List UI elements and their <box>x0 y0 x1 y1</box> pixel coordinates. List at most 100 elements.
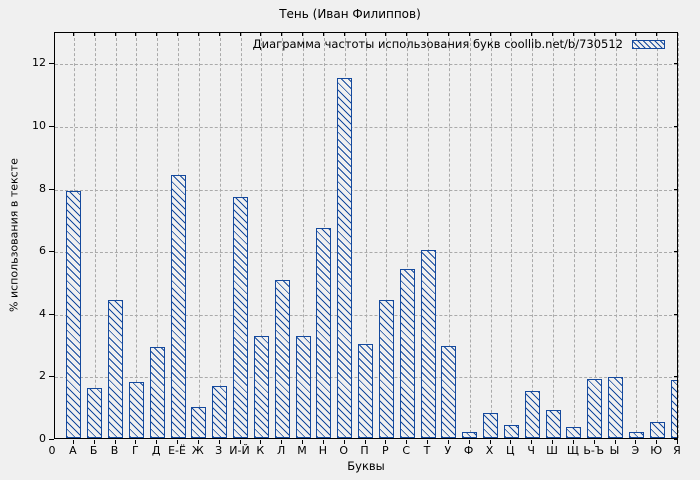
bar-И-Й <box>233 196 248 438</box>
v-gridline-Ю <box>657 33 659 438</box>
x-tick-label-Н: Н <box>318 444 327 457</box>
bar-Х <box>483 412 498 438</box>
x-tick-label-Х: Х <box>485 444 494 457</box>
bar-О <box>337 77 353 438</box>
v-gridline-Ф <box>469 33 471 438</box>
x-tick-label-Я: Я <box>673 444 681 457</box>
bar-Ф <box>462 431 478 438</box>
y-tick-label-0: 0 <box>39 432 46 445</box>
v-gridline-Б <box>94 33 96 438</box>
v-gridline-Ы <box>615 33 617 438</box>
x-tick-label-С: С <box>402 444 410 457</box>
bar-А <box>66 190 82 438</box>
v-gridline-Ч <box>532 33 534 438</box>
x-tick-label-Д: Д <box>151 444 161 457</box>
bar-П <box>358 344 373 438</box>
x-tick-label-И-Й: И-Й <box>229 444 250 457</box>
v-gridline-У <box>448 33 450 438</box>
bars-layer <box>55 33 677 438</box>
plot-area: Диаграмма частоты использования букв coo… <box>54 32 679 439</box>
bar-Ш <box>545 409 561 438</box>
x-tick-label-З: З <box>215 444 223 457</box>
v-gridline-Г <box>136 33 138 438</box>
x-tick-label-Ч: Ч <box>527 444 535 457</box>
v-gridline-Я <box>678 33 679 438</box>
chart-title: Тень (Иван Филиппов) <box>279 7 421 21</box>
v-gridline-М <box>303 33 304 438</box>
x-tick-label-Э: Э <box>631 444 640 457</box>
x-axis-label: Буквы <box>347 459 385 473</box>
bar-Щ <box>566 427 582 438</box>
x-tick-label-О: О <box>339 444 348 457</box>
bar-Я <box>670 380 677 438</box>
bar-Е-Ё <box>170 175 186 438</box>
bar-З <box>212 386 228 438</box>
x-tick-label-Ц: Ц <box>506 444 515 457</box>
x-tick-label-В: В <box>110 444 119 457</box>
bar-Б <box>87 387 103 438</box>
y-tick-label-4: 4 <box>39 306 46 320</box>
v-gridline-Э <box>636 33 638 438</box>
x-tick-label-Ф: Ф <box>463 444 474 457</box>
v-gridline-П <box>365 33 367 438</box>
bar-У <box>441 345 457 438</box>
v-gridline-Л <box>282 33 284 438</box>
v-gridline-Х <box>490 33 492 438</box>
v-gridline-С <box>407 33 409 438</box>
bar-Т <box>420 250 436 438</box>
legend-label: Диаграмма частоты использования букв coo… <box>252 37 623 51</box>
legend: Диаграмма частоты использования букв coo… <box>253 37 665 51</box>
v-gridline-Д <box>157 33 159 438</box>
x-tick-label-Ы: Ы <box>609 444 620 457</box>
bar-К <box>253 336 269 438</box>
v-gridline-Ж <box>198 33 200 438</box>
x-tick-label-Е-Ё: Е-Ё <box>168 444 186 457</box>
x-tick-label-Ь-Ъ: Ь-Ъ <box>583 444 604 457</box>
v-gridline-Ь-Ъ <box>594 33 596 438</box>
x-tick-label-Б: Б <box>89 444 98 457</box>
x-tick-label-Р: Р <box>382 444 389 457</box>
x-tick-label-origin: 0 <box>48 444 56 457</box>
x-tick-label-Г: Г <box>131 444 139 457</box>
v-gridline-Щ <box>573 33 575 438</box>
bar-Л <box>274 279 290 438</box>
bar-Ц <box>503 425 519 438</box>
bar-Ь-Ъ <box>587 378 603 438</box>
v-gridline-З <box>219 33 221 438</box>
bar-Ю <box>649 422 665 438</box>
x-tick-label-Щ: Щ <box>566 444 579 457</box>
y-tick-label-8: 8 <box>39 181 46 195</box>
x-tick-label-Т: Т <box>423 444 431 457</box>
v-gridline-Т <box>428 33 429 438</box>
bar-Р <box>378 300 394 438</box>
bar-Ы <box>608 376 623 438</box>
bar-М <box>295 336 311 438</box>
x-tick-label-А: А <box>69 444 77 457</box>
bar-Г <box>128 381 144 438</box>
v-gridline-Ш <box>553 33 554 438</box>
y-tick-label-2: 2 <box>39 369 46 383</box>
bar-В <box>108 300 123 438</box>
v-gridline-Ц <box>511 33 513 438</box>
x-tick-label-П: П <box>360 444 369 457</box>
x-tick-label-К: К <box>256 444 265 457</box>
x-tick-label-Ж: Ж <box>191 444 204 457</box>
y-tick-label-10: 10 <box>32 118 46 132</box>
bar-Д <box>149 347 165 438</box>
y-tick-label-12: 12 <box>32 56 46 70</box>
v-gridline-Р <box>386 33 388 438</box>
v-gridline-К <box>261 33 263 438</box>
x-tick-label-Ш: Ш <box>546 444 558 457</box>
x-tick-label-У: У <box>444 444 452 457</box>
bar-Ж <box>191 406 207 438</box>
x-tick-label-М: М <box>297 444 307 457</box>
v-gridline-В <box>115 33 117 438</box>
x-tick-label-Л: Л <box>277 444 286 457</box>
legend-swatch-icon <box>632 39 665 49</box>
bar-Э <box>628 431 644 438</box>
x-tick-label-Ю: Ю <box>650 444 663 457</box>
bar-Ч <box>524 391 540 438</box>
y-tick-label-6: 6 <box>39 244 46 258</box>
bar-С <box>399 268 415 438</box>
bar-Н <box>316 228 332 438</box>
